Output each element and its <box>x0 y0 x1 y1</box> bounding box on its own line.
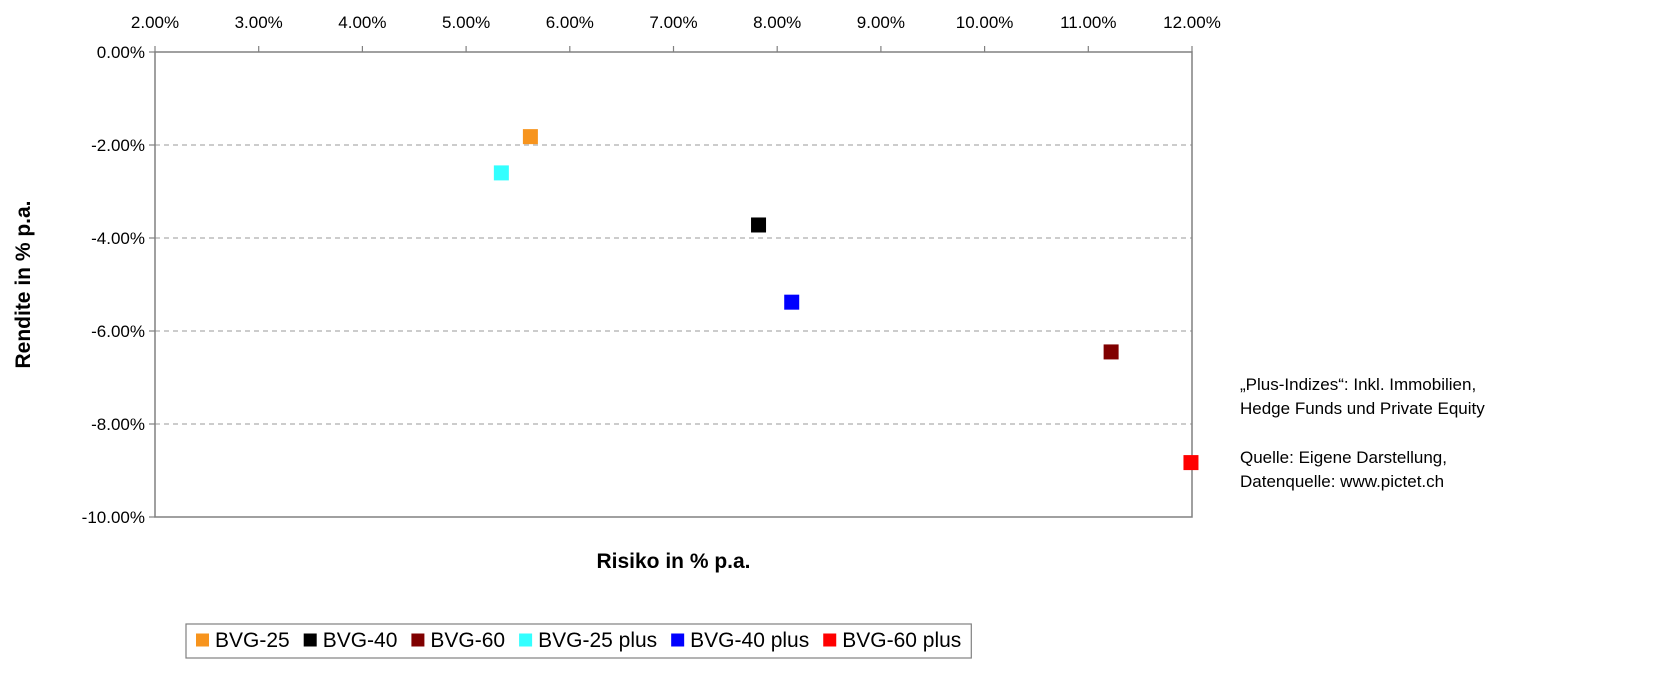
legend-label: BVG-25 plus <box>538 629 657 652</box>
x-axis-title: Risiko in % p.a. <box>596 550 750 573</box>
data-point <box>493 165 509 181</box>
x-tick-label: 10.00% <box>956 13 1014 32</box>
legend-label: BVG-40 plus <box>690 629 809 652</box>
y-tick-label: -2.00% <box>91 136 145 155</box>
note-plus-indices-line1: „Plus-Indizes“: Inkl. Immobilien, <box>1240 375 1477 394</box>
y-tick-label: -8.00% <box>91 415 145 434</box>
grid-lines <box>155 144 1192 425</box>
note-plus-indices: „Plus-Indizes“: Inkl. Immobilien, Hedge … <box>1240 373 1485 421</box>
y-axis-ticks: 0.00% -2.00% -4.00% -6.00% -8.00% -10.00% <box>82 43 155 527</box>
y-tick-label: -4.00% <box>91 229 145 248</box>
plot-area-frame <box>154 51 1193 518</box>
y-tick-label: -6.00% <box>91 322 145 341</box>
x-axis-ticks: 2.00% 3.00% 4.00% 5.00% 6.00% 7.00% 8.00% 9.00%… <box>131 13 1221 52</box>
legend-label: BVG-60 <box>430 629 505 652</box>
x-tick-label: 9.00% <box>857 13 905 32</box>
x-tick-label: 5.00% <box>442 13 490 32</box>
legend-label: BVG-40 <box>323 629 398 652</box>
legend-swatch <box>519 633 533 647</box>
legend-box <box>185 623 972 659</box>
data-point <box>751 217 767 233</box>
legend: BVG-25 BVG-40 BVG-60 BVG-25 plus BVG-40 plus… <box>185 623 972 659</box>
x-tick-label: 3.00% <box>235 13 283 32</box>
y-tick-label: 0.00% <box>97 43 145 62</box>
x-tick-label: 4.00% <box>338 13 386 32</box>
data-point <box>1103 344 1119 360</box>
x-tick-label: 12.00% <box>1163 13 1221 32</box>
y-axis-title: Rendite in % p.a. <box>12 200 35 368</box>
legend-swatch <box>196 633 209 647</box>
legend-swatch <box>303 633 317 647</box>
data-points <box>493 129 1199 471</box>
x-tick-label: 6.00% <box>546 13 594 32</box>
data-point <box>522 129 538 145</box>
legend-swatch <box>671 633 685 647</box>
note-source-line1: Quelle: Eigene Darstellung, <box>1240 448 1447 467</box>
x-tick-label: 2.00% <box>131 13 179 32</box>
y-tick-label: -10.00% <box>82 508 145 527</box>
x-tick-label: 7.00% <box>649 13 697 32</box>
legend-label: BVG-60 plus <box>842 629 961 652</box>
data-point <box>1183 455 1199 471</box>
legend-swatch <box>823 633 837 647</box>
note-plus-indices-line2: Hedge Funds und Private Equity <box>1240 399 1485 418</box>
note-source-line2: Datenquelle: www.pictet.ch <box>1240 472 1445 491</box>
note-source: Quelle: Eigene Darstellung, Datenquelle:… <box>1240 446 1447 494</box>
legend-label: BVG-25 <box>215 629 290 652</box>
x-tick-label: 11.00% <box>1060 13 1116 32</box>
legend-swatch <box>411 633 425 647</box>
x-tick-label: 8.00% <box>753 13 801 32</box>
data-point <box>784 294 800 310</box>
